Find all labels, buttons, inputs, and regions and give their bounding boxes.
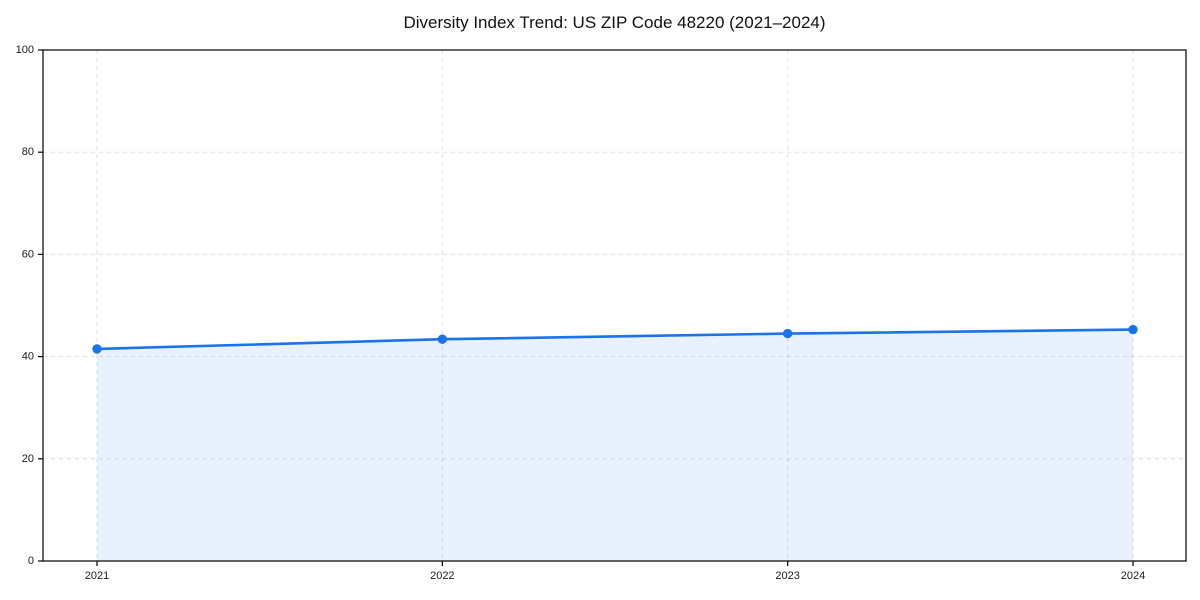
trend-line (95, 328, 1135, 351)
chart-title: Diversity Index Trend: US ZIP Code 48220… (403, 13, 826, 32)
axes-frame-layer (42, 49, 1187, 562)
x-tick-label: 2024 (1121, 570, 1145, 582)
y-tick-label: 60 (22, 248, 34, 260)
y-tick-label: 100 (16, 44, 34, 56)
y-tick-label: 20 (22, 453, 34, 465)
area-fill (97, 329, 1133, 561)
y-tick-label: 0 (28, 555, 34, 567)
y-tick-label: 40 (22, 351, 34, 363)
data-point-2021 (92, 344, 102, 354)
gridlines-layer (43, 50, 1186, 561)
data-point-2023 (782, 328, 793, 339)
x-tick-label: 2023 (775, 570, 799, 582)
plot-frame (42, 49, 1187, 562)
trend-line-layer (95, 328, 1135, 351)
area-fill-layer (97, 329, 1133, 561)
data-point-2022 (437, 334, 448, 344)
data-points-layer (92, 324, 1138, 354)
tick-labels-layer: 0 20 40 60 80 100 2021 2022 2023 2024 (16, 44, 1146, 582)
y-tick-label: 80 (22, 146, 34, 158)
data-point-2024 (1128, 324, 1138, 335)
x-tick-label: 2021 (85, 570, 109, 582)
x-tick-label: 2022 (430, 570, 454, 582)
